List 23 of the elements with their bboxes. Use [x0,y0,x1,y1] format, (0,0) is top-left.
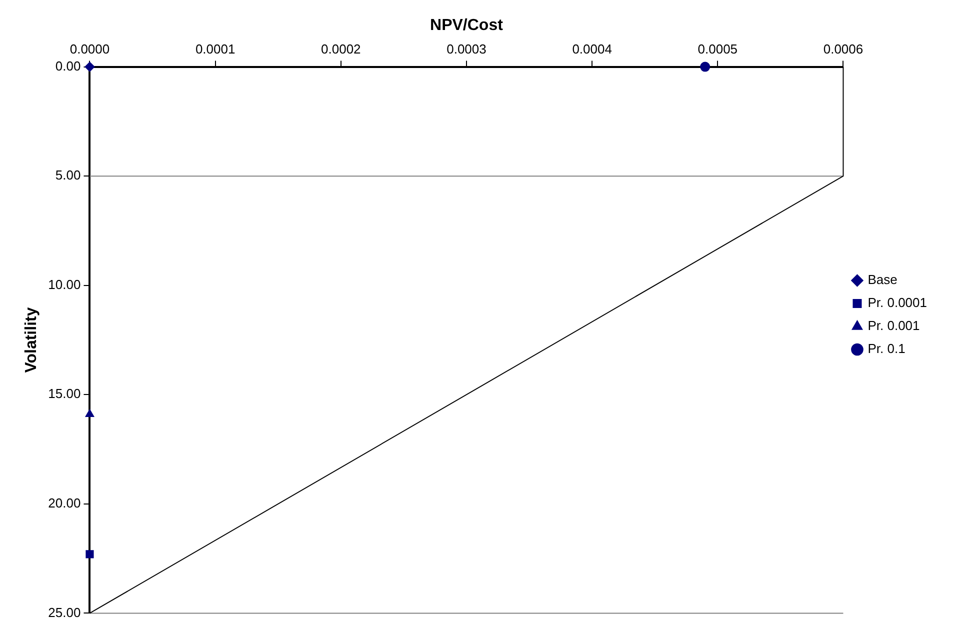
y-tick-label: 15.00 [48,386,81,402]
legend-label: Base [868,272,898,288]
point [85,409,94,418]
y-tick-label: 5.00 [55,168,81,183]
x-tick-label: 0.0005 [698,42,738,57]
x-tick-label: 0.0001 [195,42,236,57]
x-tick-label: 0.0002 [321,42,361,57]
legend-label: Pr. 0.0001 [868,295,928,310]
x-tick-label: 0.0004 [572,42,612,57]
point [86,550,94,558]
point [84,62,95,72]
point [700,62,710,72]
legend-label: Pr. 0.1 [868,341,906,356]
x-tick-label: 0.0006 [823,42,864,57]
y-tick-label: 10.00 [48,276,81,292]
x-tick-label: 0.0000 [70,42,110,57]
y-tick-label: 25.00 [48,604,81,620]
x-tick-label: 0.0003 [446,42,486,57]
y-tick-label: 0.00 [55,58,81,74]
legend-label: Pr. 0.001 [868,318,920,334]
y-axis-title: Volatility [23,307,40,373]
x-axis-title: NPV/Cost [430,17,504,34]
y-tick-label: 20.00 [48,496,81,510]
